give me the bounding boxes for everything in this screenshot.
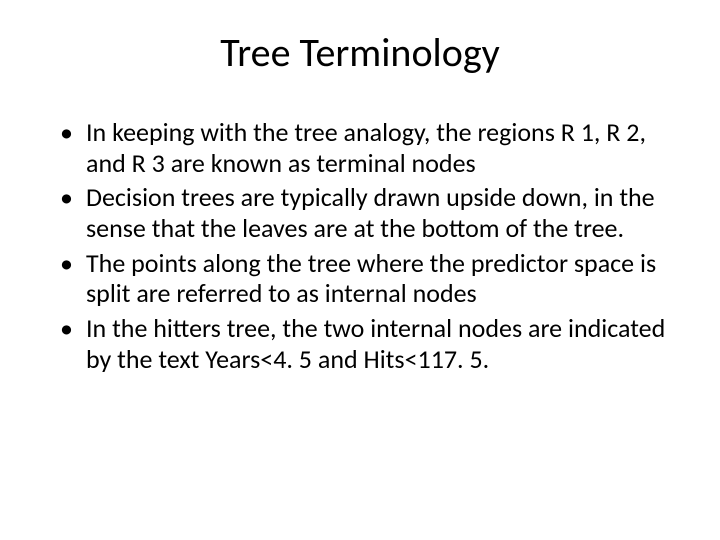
slide-title: Tree Terminology	[40, 28, 680, 77]
slide: Tree Terminology In keeping with the tre…	[0, 0, 720, 540]
bullet-item: In keeping with the tree analogy, the re…	[60, 117, 680, 178]
bullet-item: The points along the tree where the pred…	[60, 248, 680, 309]
bullet-item: In the hitters tree, the two internal no…	[60, 313, 680, 374]
bullet-list: In keeping with the tree analogy, the re…	[60, 117, 680, 374]
bullet-item: Decision trees are typically drawn upsid…	[60, 182, 680, 243]
